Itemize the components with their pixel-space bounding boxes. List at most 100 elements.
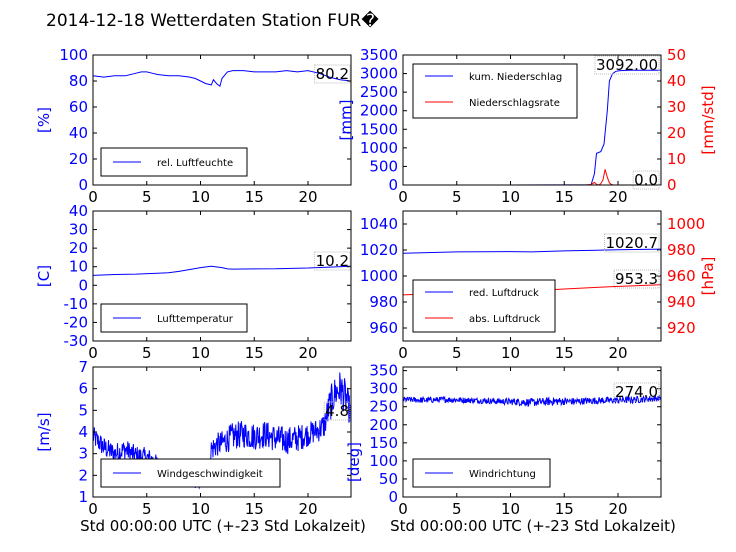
y-tick-label: 2000 bbox=[360, 102, 398, 120]
y-tick-label: 2500 bbox=[360, 83, 398, 101]
y-tick-label: 100 bbox=[369, 452, 398, 470]
annotation-box bbox=[613, 269, 660, 289]
series-line-2-1 bbox=[403, 69, 661, 186]
y-tick-label: 960 bbox=[369, 319, 398, 337]
x-tick-label: 15 bbox=[555, 500, 574, 518]
series-line-4-1 bbox=[402, 248, 662, 254]
x-tick-label: 20 bbox=[608, 500, 627, 518]
legend-label: kum. Niederschlag bbox=[469, 72, 562, 83]
legend-label: rel. Luftfeuchte bbox=[157, 158, 233, 169]
y2-tick-label: 40 bbox=[667, 72, 686, 90]
legend-label: Niederschlagsrate bbox=[469, 98, 560, 109]
y2-tick-label: 50 bbox=[667, 46, 686, 64]
y-tick-label: 3000 bbox=[360, 65, 398, 83]
x-tick-label: 0 bbox=[88, 500, 98, 518]
y-tick-label: 980 bbox=[369, 293, 398, 311]
plot-frame bbox=[402, 366, 662, 498]
y-axis-label: [%] bbox=[35, 107, 53, 133]
y-tick-label: 20 bbox=[69, 239, 88, 257]
y-tick-label: 1 bbox=[78, 488, 88, 506]
y-tick-label: 60 bbox=[69, 98, 88, 116]
y2-axis-label: [mm/std] bbox=[699, 85, 717, 154]
x-tick-label: 0 bbox=[88, 344, 98, 362]
annotation-box bbox=[594, 55, 660, 75]
value-annotation: 80.2 bbox=[316, 65, 349, 83]
value-annotation: 4.8 bbox=[325, 402, 349, 420]
y-tick-label: 300 bbox=[369, 380, 398, 398]
figure-title: 2014-12-18 Wetterdaten Station FUR� bbox=[46, 10, 379, 31]
x-tick-label: 5 bbox=[452, 500, 462, 518]
y2-tick-label: 960 bbox=[667, 267, 696, 285]
annotation-box bbox=[314, 64, 351, 84]
chart-panel-6: 0 5 10 15 20050100150200250300350[deg]274.0W… bbox=[345, 362, 662, 518]
y-tick-label: 1000 bbox=[360, 139, 398, 157]
value-annotation: 953.3 bbox=[615, 270, 658, 288]
legend-label: Lufttemperatur bbox=[157, 314, 234, 325]
annotation-box bbox=[632, 170, 660, 190]
y-tick-label: 7 bbox=[78, 358, 88, 376]
x-tick-label: 10 bbox=[191, 188, 210, 206]
x-tick-label: 0 bbox=[398, 188, 408, 206]
x-tick-label: 20 bbox=[608, 344, 627, 362]
annotation-box bbox=[613, 382, 660, 402]
x-tick-label: 5 bbox=[142, 344, 152, 362]
value-annotation: 1020.7 bbox=[606, 234, 659, 252]
y-tick-label: 350 bbox=[369, 362, 398, 380]
legend-label: Windrichtung bbox=[469, 469, 536, 480]
legend-box bbox=[412, 279, 556, 333]
x-tick-label: 10 bbox=[501, 344, 520, 362]
x-tick-label: 5 bbox=[142, 188, 152, 206]
y-tick-label: -10 bbox=[64, 295, 89, 313]
y2-tick-label: 30 bbox=[667, 98, 686, 116]
legend-box bbox=[100, 458, 281, 488]
x-tick-label: 0 bbox=[398, 344, 408, 362]
legend-box bbox=[412, 63, 578, 119]
x-tick-label: 10 bbox=[501, 188, 520, 206]
y-tick-label: 10 bbox=[69, 258, 88, 276]
y-tick-label: 30 bbox=[69, 221, 88, 239]
chart-panel-3: 0 5 10 15 20-30-20-10010203040[C]10.2Lufttem… bbox=[35, 202, 352, 362]
x-tick-label: 15 bbox=[555, 188, 574, 206]
x-tick-label: 10 bbox=[501, 500, 520, 518]
y-axis-label: [deg] bbox=[345, 442, 363, 482]
x-tick-label: 5 bbox=[452, 344, 462, 362]
y-tick-label: 0 bbox=[78, 176, 88, 194]
y-tick-label: 20 bbox=[69, 150, 88, 168]
y-axis-label: [m/s] bbox=[35, 412, 53, 451]
x-tick-label: 15 bbox=[245, 500, 264, 518]
plot-frame bbox=[402, 54, 662, 186]
x-tick-label: 5 bbox=[452, 188, 462, 206]
y2-tick-label: 0 bbox=[667, 176, 677, 194]
x-axis-label-left: Std 00:00:00 UTC (+-23 Std Lokalzeit) bbox=[80, 517, 366, 535]
x-tick-label: 15 bbox=[245, 344, 264, 362]
y-tick-label: -20 bbox=[64, 313, 89, 331]
y2-tick-label: 20 bbox=[667, 124, 686, 142]
annotation-box bbox=[604, 233, 660, 253]
chart-panel-2: 0 5 10 15 2005001000150020002500300035000102… bbox=[337, 46, 717, 206]
y2-tick-label: 10 bbox=[667, 150, 686, 168]
y-tick-label: 250 bbox=[369, 398, 398, 416]
y-tick-label: 1000 bbox=[360, 267, 398, 285]
y-tick-label: 40 bbox=[69, 202, 88, 220]
y-tick-label: 500 bbox=[369, 157, 398, 175]
x-tick-label: 20 bbox=[298, 500, 317, 518]
y2-tick-label: 920 bbox=[667, 319, 696, 337]
y-tick-label: 40 bbox=[69, 124, 88, 142]
y-tick-label: 0 bbox=[388, 488, 398, 506]
y2-axis-label: [hPa] bbox=[699, 257, 717, 296]
x-tick-label: 0 bbox=[398, 500, 408, 518]
y-tick-label: 5 bbox=[78, 401, 88, 419]
annotation-box bbox=[323, 401, 351, 421]
y-tick-label: 80 bbox=[69, 72, 88, 90]
value-annotation: 10.2 bbox=[316, 252, 349, 270]
y-tick-label: 100 bbox=[59, 46, 88, 64]
chart-panel-4: 0 5 10 15 20 960 980 1000 1020 1040 920 940 960 980 10… bbox=[360, 210, 717, 362]
series-line-2-2 bbox=[403, 169, 661, 186]
value-annotation: 274.0 bbox=[615, 383, 658, 401]
annotation-box bbox=[314, 251, 351, 271]
y2-tick-label: 940 bbox=[667, 293, 696, 311]
y-tick-label: 1040 bbox=[360, 215, 398, 233]
y-tick-label: 0 bbox=[78, 276, 88, 294]
x-tick-label: 10 bbox=[191, 500, 210, 518]
y-tick-label: 2 bbox=[78, 466, 88, 484]
